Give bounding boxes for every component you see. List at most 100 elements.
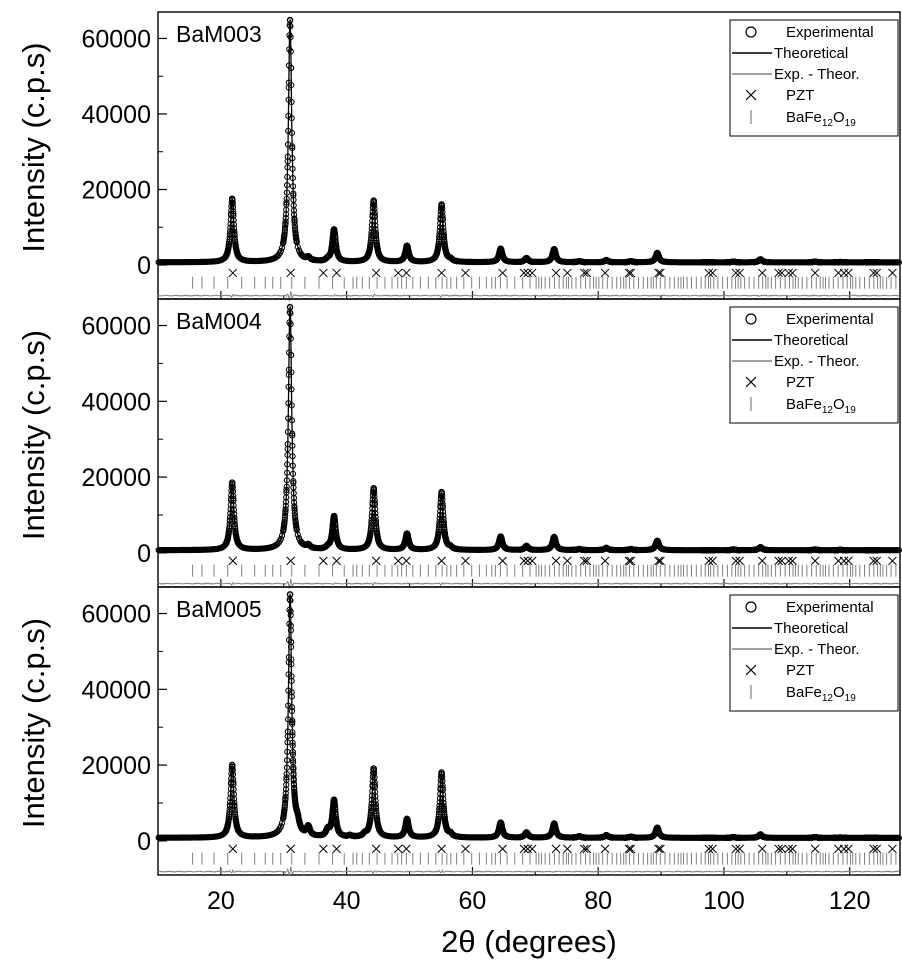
y-tick-label: 0 xyxy=(137,828,151,856)
data-point xyxy=(288,402,295,409)
pzt-marker xyxy=(626,556,636,566)
pzt-marker xyxy=(839,556,849,566)
data-point xyxy=(311,256,319,264)
pzt-marker xyxy=(731,556,741,566)
data-point xyxy=(231,523,239,530)
data-point xyxy=(289,430,296,437)
data-point xyxy=(368,519,375,527)
pzt-marker xyxy=(551,556,561,566)
legend-label: PZT xyxy=(786,374,814,391)
pzt-marker xyxy=(402,556,411,566)
data-point xyxy=(287,304,294,311)
data-point xyxy=(440,228,447,235)
data-point xyxy=(282,506,289,513)
difference-series xyxy=(157,291,900,302)
data-point xyxy=(291,224,299,231)
data-point xyxy=(282,215,289,222)
pzt-marker xyxy=(656,268,665,278)
data-point xyxy=(436,227,443,234)
pzt-marker xyxy=(286,556,296,566)
pzt-marker xyxy=(319,556,328,566)
panel-label: BaM005 xyxy=(176,596,262,622)
y-tick-label: 40000 xyxy=(81,101,151,129)
data-point xyxy=(372,222,379,229)
data-point xyxy=(290,207,297,214)
legend-label: Exp. - Theor. xyxy=(774,353,860,370)
x-tick-label: 60 xyxy=(459,887,487,915)
pzt-marker xyxy=(624,556,634,566)
data-point xyxy=(439,208,446,215)
experimental-series xyxy=(155,303,902,554)
pzt-marker xyxy=(527,556,537,566)
data-point xyxy=(287,23,294,30)
data-point xyxy=(231,514,238,521)
data-point xyxy=(283,489,290,496)
data-point xyxy=(289,453,296,460)
data-point xyxy=(582,546,590,554)
data-point xyxy=(311,544,319,552)
pzt-marker xyxy=(810,556,820,566)
data-point xyxy=(230,212,237,219)
pzt-marker xyxy=(777,268,787,278)
y-tick-label: 20000 xyxy=(81,176,151,204)
pzt-marker xyxy=(393,268,403,278)
data-point xyxy=(277,535,284,542)
data-point xyxy=(235,253,242,260)
data-point xyxy=(368,221,376,228)
data-point xyxy=(230,506,237,513)
y-tick-label: 20000 xyxy=(81,752,151,780)
data-point xyxy=(283,195,290,203)
pzt-marker xyxy=(704,268,714,278)
data-point xyxy=(332,522,339,529)
data-point xyxy=(282,509,289,516)
data-point xyxy=(331,230,338,237)
pzt-marker xyxy=(788,556,797,566)
data-point xyxy=(610,259,617,266)
y-tick-label: 0 xyxy=(137,252,151,280)
pzt-marker xyxy=(654,268,663,278)
data-point xyxy=(289,470,297,477)
data-point xyxy=(504,545,511,553)
data-point xyxy=(227,510,234,517)
x-tick-label: 40 xyxy=(333,887,361,915)
pzt-marker xyxy=(523,556,533,566)
data-point xyxy=(504,258,511,265)
pzt-marker xyxy=(551,268,561,278)
data-point xyxy=(875,259,882,266)
data-point xyxy=(373,523,380,530)
data-point xyxy=(373,235,380,242)
data-point xyxy=(440,512,447,519)
data-point xyxy=(284,182,291,189)
data-point xyxy=(843,259,851,266)
data-point xyxy=(288,82,295,89)
data-point xyxy=(372,218,379,225)
data-point xyxy=(289,462,296,469)
pzt-marker xyxy=(523,268,533,278)
data-point xyxy=(292,515,299,522)
data-point xyxy=(284,461,291,468)
data-point xyxy=(818,259,825,266)
data-point xyxy=(371,201,378,209)
legend-label: Theoretical xyxy=(774,45,848,62)
pzt-marker xyxy=(563,268,572,278)
data-point xyxy=(290,190,297,197)
data-point xyxy=(229,203,237,211)
y-axis-title: Intensity (c.p.s) xyxy=(16,618,51,828)
pzt-marker xyxy=(371,268,381,278)
data-point xyxy=(282,498,290,505)
data-point xyxy=(288,115,295,122)
data-point xyxy=(288,369,295,376)
legend-pzt-symbol xyxy=(745,89,757,101)
data-point xyxy=(226,517,233,524)
data-point xyxy=(372,510,379,517)
data-point xyxy=(229,488,237,495)
data-point xyxy=(367,527,374,534)
data-point xyxy=(288,98,295,106)
pzt-marker xyxy=(332,268,341,278)
data-point xyxy=(368,232,375,239)
pzt-marker xyxy=(869,268,878,278)
pzt-marker xyxy=(704,556,714,566)
data-point xyxy=(439,205,446,212)
data-point xyxy=(372,226,379,233)
